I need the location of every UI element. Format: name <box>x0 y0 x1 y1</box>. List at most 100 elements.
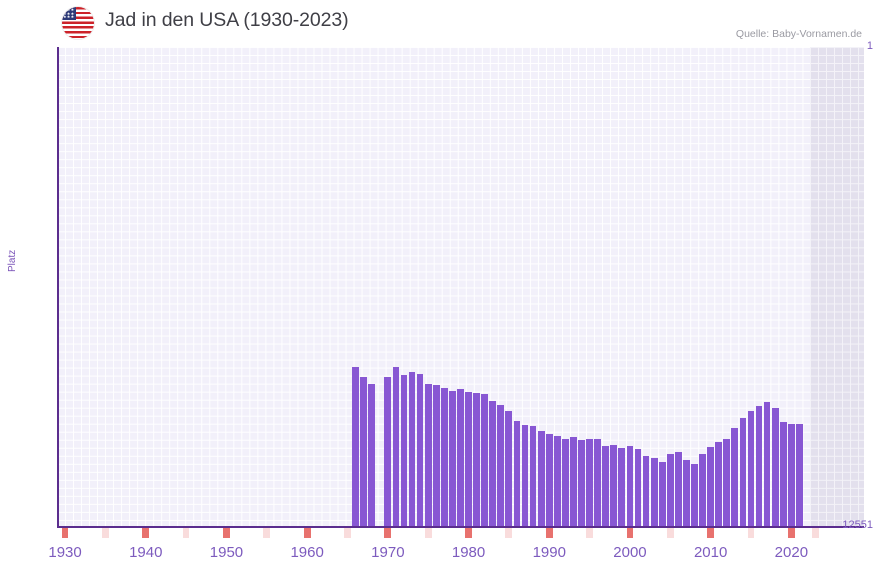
bar[interactable] <box>586 439 593 526</box>
us-flag-icon: ★★★★★★★★★★★★★★★★★★★★★★ <box>62 7 94 39</box>
bar[interactable] <box>707 447 714 526</box>
bar[interactable] <box>352 367 359 526</box>
x-tick-mark-minor <box>101 528 109 538</box>
bar[interactable] <box>674 452 682 526</box>
x-tick-mark-major <box>303 528 311 538</box>
bar[interactable] <box>787 424 795 526</box>
x-tick-mark-minor <box>263 528 271 538</box>
x-tick-mark-major <box>465 528 472 538</box>
bar[interactable] <box>481 394 489 526</box>
bar[interactable] <box>505 411 513 526</box>
bar[interactable] <box>691 464 698 526</box>
bar[interactable] <box>537 431 545 526</box>
bar[interactable] <box>634 449 642 526</box>
bar[interactable] <box>432 385 440 526</box>
x-tick-mark-minor <box>666 528 674 538</box>
bar[interactable] <box>755 406 763 526</box>
bar[interactable] <box>400 375 408 526</box>
x-tick-label: 1980 <box>451 544 486 561</box>
x-tick-label: 2020 <box>774 544 809 561</box>
bar[interactable] <box>521 425 529 526</box>
bar[interactable] <box>796 424 803 526</box>
x-tick-mark-minor <box>586 528 593 538</box>
x-axis-line <box>57 526 864 528</box>
x-tick-mark-major <box>142 528 150 538</box>
bar-series <box>57 47 864 526</box>
bar[interactable] <box>771 408 779 526</box>
source-label: Quelle: Baby-Vornamen.de <box>735 28 862 40</box>
bar[interactable] <box>642 456 650 526</box>
x-tick-label: 2010 <box>693 544 728 561</box>
bar[interactable] <box>618 448 626 526</box>
bar[interactable] <box>392 367 400 526</box>
bar[interactable] <box>529 426 537 526</box>
x-axis-ticks: 1930 1940 1950 1960 1970 1980 1990 2000 2010 2020 <box>0 528 873 567</box>
bar[interactable] <box>553 436 561 526</box>
plot-area <box>57 47 864 526</box>
flag-canton <box>62 7 76 20</box>
bar[interactable] <box>384 377 392 526</box>
x-tick-mark-major <box>545 528 553 538</box>
x-tick-mark-minor <box>505 528 513 538</box>
x-tick-mark-minor <box>424 528 432 538</box>
bar[interactable] <box>497 405 505 526</box>
x-tick-mark-major <box>61 528 69 538</box>
bar[interactable] <box>465 392 472 526</box>
flag-stars: ★★★★★★★★★★★★★★★★★★★★★★ <box>63 8 75 19</box>
bar[interactable] <box>473 393 480 526</box>
x-tick-mark-major <box>626 528 634 538</box>
bar[interactable] <box>602 446 610 526</box>
bar[interactable] <box>416 374 424 526</box>
x-tick-label: 1950 <box>209 544 244 561</box>
bar[interactable] <box>545 434 553 526</box>
x-tick-mark-minor <box>344 528 351 538</box>
bar[interactable] <box>779 422 787 526</box>
bar[interactable] <box>610 445 618 526</box>
bar[interactable] <box>360 377 367 526</box>
bar[interactable] <box>699 454 706 526</box>
y-axis-title: Platz <box>7 249 18 272</box>
bar[interactable] <box>666 454 674 526</box>
chart-header: ★★★★★★★★★★★★★★★★★★★★★★ Jad in den USA (1… <box>0 0 873 46</box>
y-tick-label-bottom: 12551 <box>842 519 873 531</box>
bar[interactable] <box>739 418 747 526</box>
bar[interactable] <box>763 402 771 526</box>
bar[interactable] <box>626 446 634 526</box>
x-tick-label: 1930 <box>48 544 82 561</box>
bar[interactable] <box>368 384 376 526</box>
x-tick-label: 1960 <box>290 544 324 561</box>
x-tick-mark-major <box>787 528 795 538</box>
bar[interactable] <box>715 442 723 526</box>
x-tick-mark-minor <box>747 528 755 538</box>
bar[interactable] <box>658 462 666 526</box>
x-tick-label: 2000 <box>613 544 647 561</box>
x-tick-mark-minor <box>812 528 819 538</box>
bar[interactable] <box>650 458 658 526</box>
bar[interactable] <box>731 428 739 526</box>
bar[interactable] <box>578 440 585 526</box>
bar[interactable] <box>489 401 497 526</box>
y-tick-label-top: 1 <box>866 40 873 52</box>
bar[interactable] <box>570 437 577 526</box>
x-tick-mark-minor <box>182 528 190 538</box>
bar[interactable] <box>457 389 464 526</box>
bar[interactable] <box>513 421 521 526</box>
bar[interactable] <box>440 388 448 526</box>
page-title: Jad in den USA (1930-2023) <box>105 9 349 31</box>
x-tick-label: 1990 <box>532 544 566 561</box>
bar[interactable] <box>747 411 755 526</box>
bar[interactable] <box>561 439 569 526</box>
bar[interactable] <box>683 460 690 526</box>
x-tick-mark-major <box>384 528 392 538</box>
bar[interactable] <box>594 439 602 526</box>
bar[interactable] <box>408 372 416 526</box>
x-tick-mark-major <box>707 528 714 538</box>
x-tick-label: 1940 <box>129 544 163 561</box>
bar[interactable] <box>449 391 456 526</box>
y-axis-line <box>57 47 59 526</box>
bar[interactable] <box>723 439 731 526</box>
bar[interactable] <box>424 384 432 526</box>
future-years-shading <box>810 47 864 526</box>
x-tick-label: 1970 <box>371 544 405 561</box>
